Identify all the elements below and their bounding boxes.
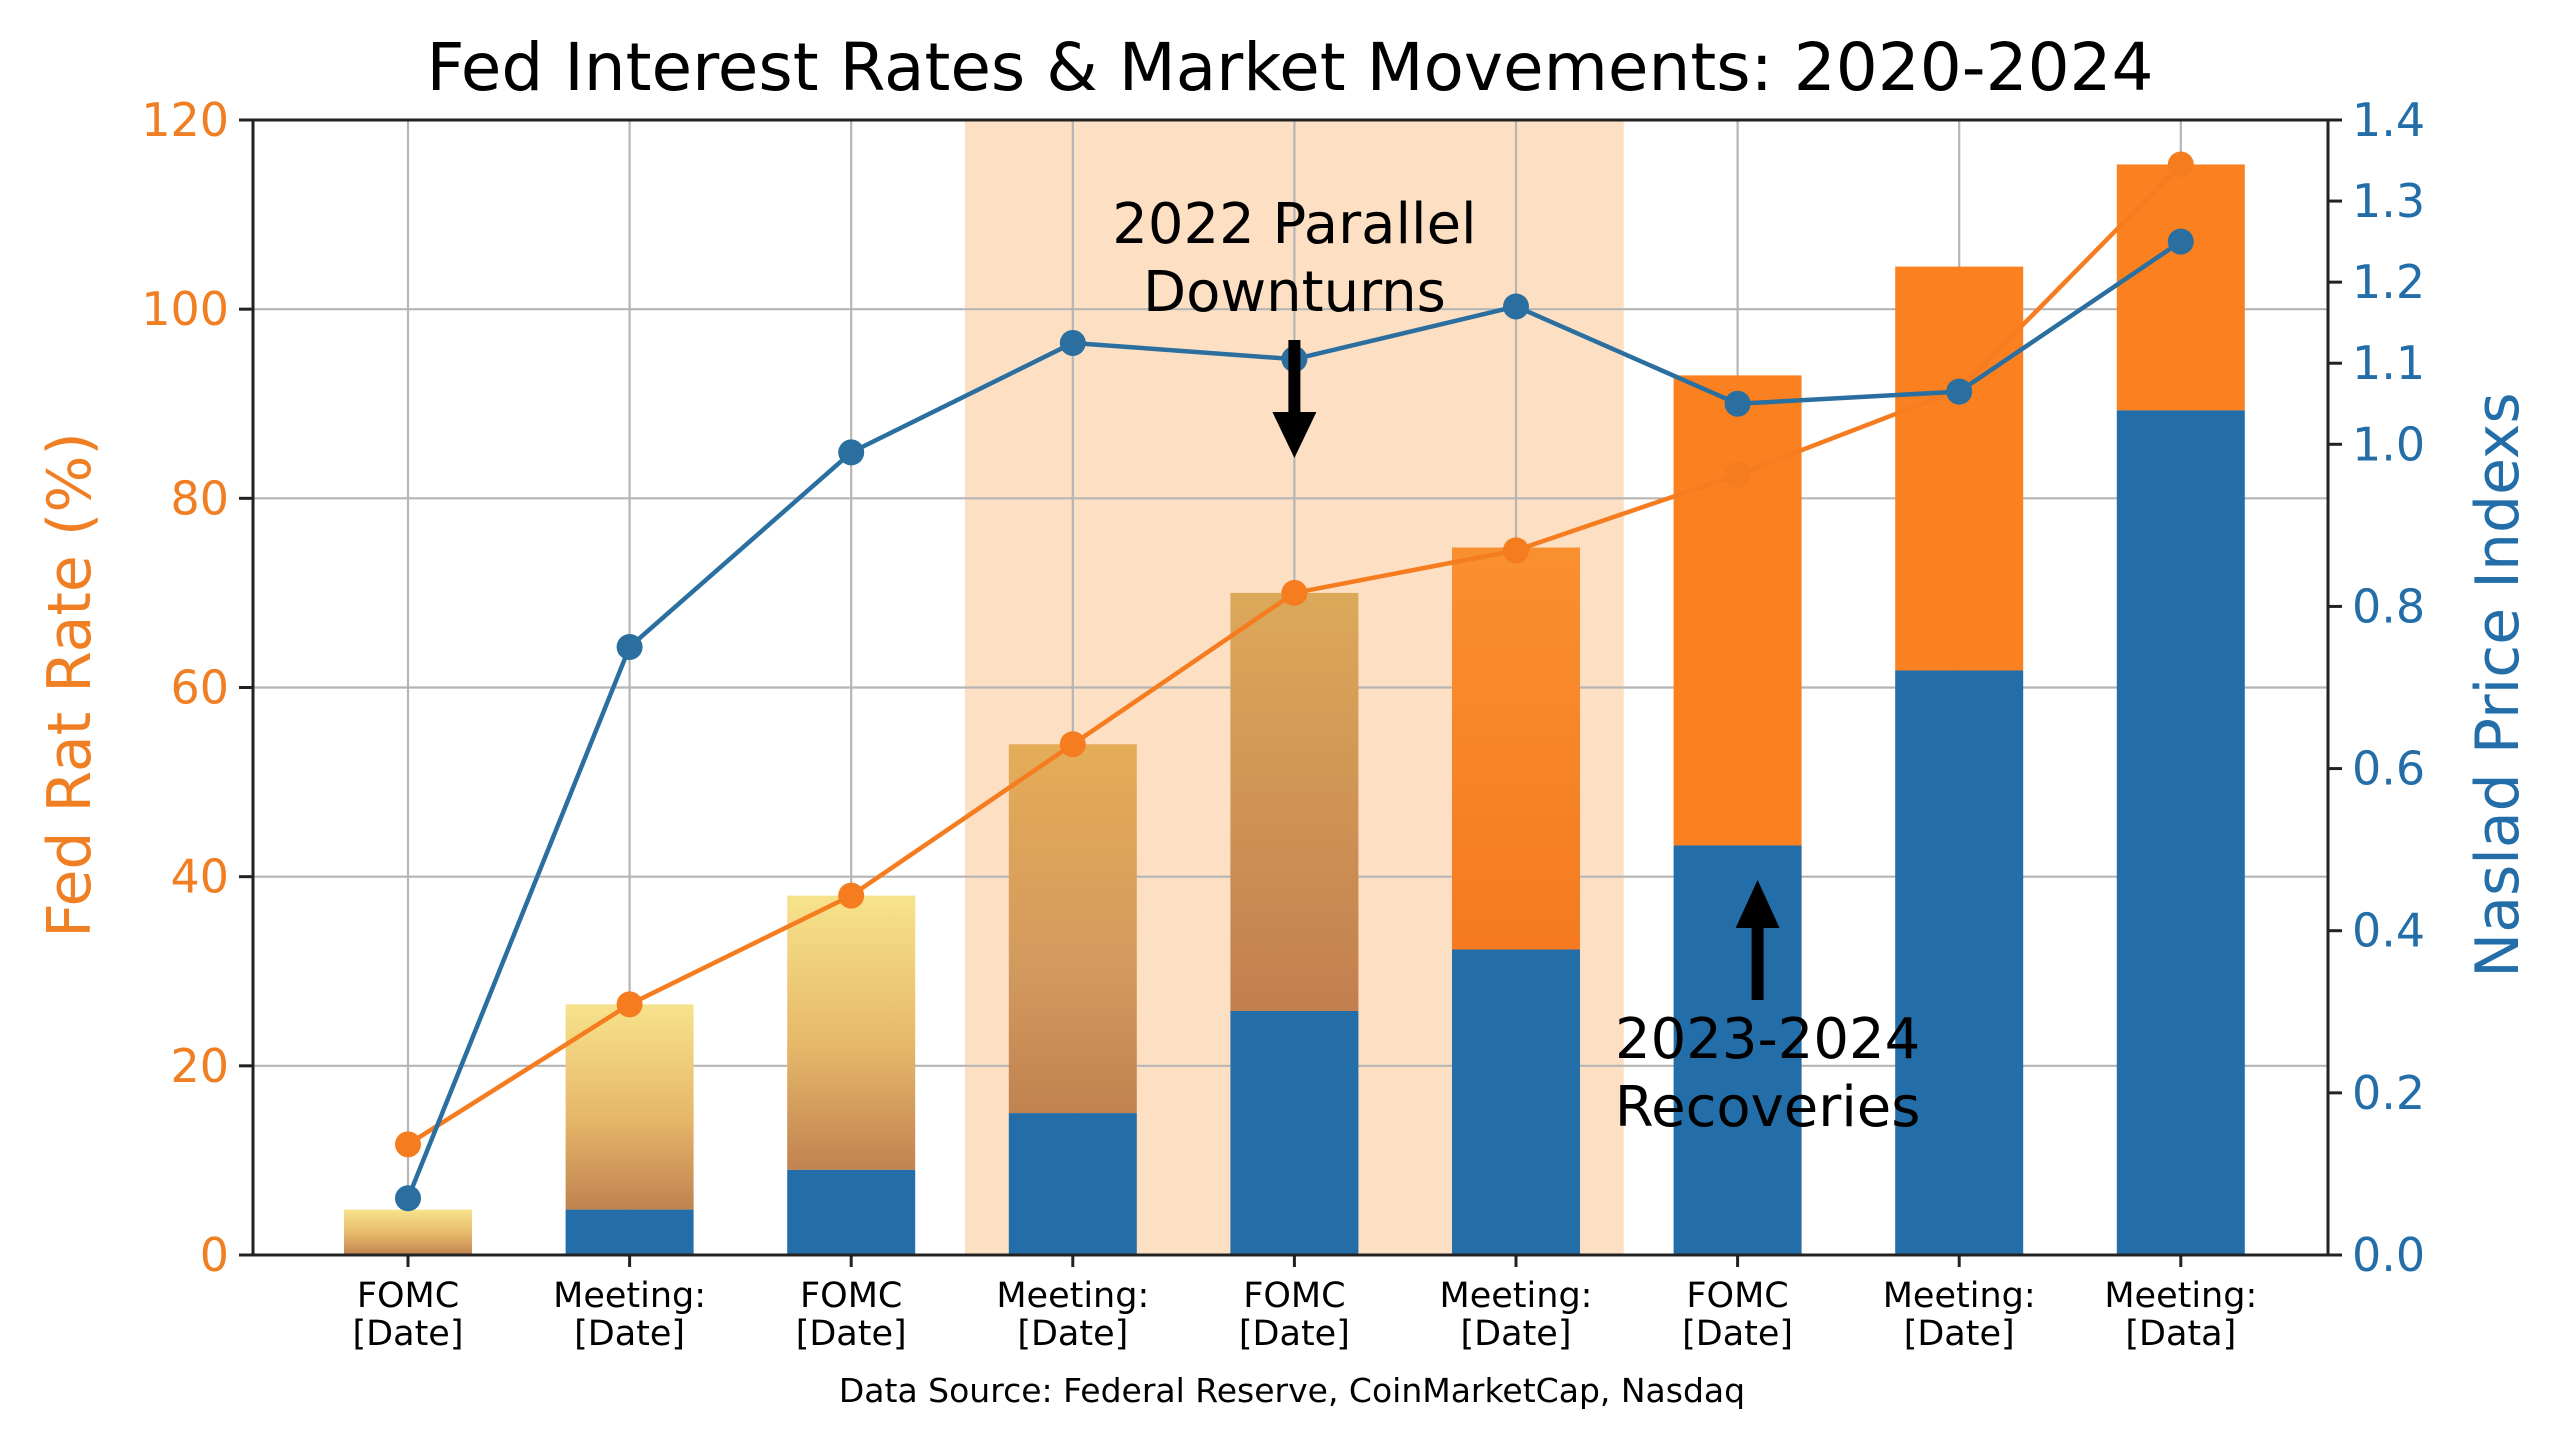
bar-base-segment [1452, 949, 1580, 1255]
nasdaq-index-point [838, 439, 865, 466]
x-tick-label: [Date] [353, 1314, 464, 1354]
fed-rate-point [1281, 579, 1308, 606]
left-tick-label: 100 [141, 282, 229, 336]
right-tick-label: 1.3 [2352, 174, 2425, 228]
x-tick-label: FOMC [800, 1276, 902, 1316]
data-source-note: Data Source: Federal Reserve, CoinMarket… [839, 1371, 1745, 1410]
annotation-text: 2022 Parallel [1112, 192, 1476, 257]
fed-rate-point [838, 882, 865, 909]
bar-top-segment [344, 1209, 472, 1255]
x-tick-label: Meeting: [1883, 1276, 2036, 1316]
bar-top-segment [565, 1004, 694, 1210]
nasdaq-index-point [1724, 390, 1751, 417]
bars-layer [344, 164, 2245, 1255]
bar-base-segment [787, 1169, 916, 1255]
x-tick-label: [Date] [1682, 1314, 1793, 1354]
bar-top-segment [2116, 164, 2245, 411]
left-tick-label: 40 [170, 850, 229, 904]
x-tick-label: [Date] [1017, 1314, 1128, 1354]
nasdaq-index-point [1946, 378, 1973, 405]
left-tick-label: 60 [170, 661, 229, 715]
x-tick-label: Meeting: [2104, 1276, 2257, 1316]
right-tick-label: 0.8 [2352, 579, 2425, 633]
right-tick-label: 0.0 [2352, 1228, 2425, 1282]
bar-base-segment [1230, 1010, 1359, 1255]
x-tick-label: FOMC [1686, 1276, 1788, 1316]
bar-top-segment [1673, 375, 1802, 846]
right-tick-label: 1.2 [2352, 255, 2425, 309]
annotation-text: Downturns [1143, 260, 1446, 325]
right-tick-label: 0.2 [2352, 1066, 2425, 1120]
fed-rate-point [2167, 151, 2194, 178]
right-tick-label: 1.0 [2352, 417, 2425, 471]
bar-base-segment [565, 1209, 694, 1255]
bar-top-segment [1895, 266, 2024, 671]
left-tick-label: 80 [170, 471, 229, 525]
nasdaq-index-point [1503, 293, 1529, 320]
x-tick-label: Meeting: [553, 1276, 706, 1316]
fed-rate-point [1724, 461, 1751, 488]
nasdaq-index-point [395, 1185, 421, 1212]
bar-top-segment [787, 895, 916, 1170]
bar-top-segment [1452, 547, 1580, 950]
x-tick-label: [Date] [796, 1314, 907, 1354]
fed-rate-point [1503, 537, 1529, 564]
bar-base-segment [1895, 670, 2024, 1255]
x-tick-label: Meeting: [1440, 1276, 1593, 1316]
left-tick-label: 120 [141, 93, 229, 147]
right-tick-label: 0.6 [2352, 742, 2425, 796]
nasdaq-index-point [616, 633, 643, 660]
axes-layer: 0 20 40 60 80 100 120 0.0 0.2 0.4 0.6 0.8 1.0 1.1 1.2 1… [141, 93, 2425, 1354]
bar-base-segment [1673, 845, 1802, 1255]
x-tick-label: Meeting: [996, 1276, 1149, 1316]
x-tick-label: FOMC [1243, 1276, 1345, 1316]
right-tick-label: 1.4 [2352, 93, 2425, 147]
annotation-text: Recoveries [1615, 1075, 1921, 1140]
x-tick-label: [Date] [1904, 1314, 2015, 1354]
x-tick-label: [Date] [1239, 1314, 1350, 1354]
x-tick-label: [Date] [574, 1314, 685, 1354]
left-tick-label: 20 [170, 1039, 229, 1093]
x-tick-label: [Date] [1461, 1314, 1572, 1354]
nasdaq-index-point [2167, 228, 2194, 255]
bar-top-segment [1230, 592, 1359, 1011]
right-tick-label: 1.1 [2352, 336, 2425, 390]
x-tick-label: [Data] [2125, 1314, 2236, 1354]
annotation-text: 2023-2024 [1615, 1007, 1920, 1072]
left-axis-label: Fed Rat Rate (%) [35, 432, 105, 938]
bar-base-segment [2116, 410, 2245, 1255]
bar-top-segment [1008, 744, 1137, 1114]
x-tick-label: FOMC [357, 1276, 459, 1316]
bar-base-segment [1008, 1113, 1137, 1255]
fed-rate-point [616, 991, 643, 1018]
right-axis-label: Naslad Price Indexs [2463, 392, 2533, 977]
annotation-arrow-head [1272, 412, 1317, 458]
fed-rate-point [395, 1131, 421, 1158]
fed-rate-point [1059, 731, 1086, 758]
nasdaq-index-point [1059, 329, 1086, 356]
chart-title: Fed Interest Rates & Market Movements: 2… [426, 29, 2153, 106]
annotation-arrow-head [1735, 880, 1780, 928]
right-tick-label: 0.4 [2352, 904, 2425, 958]
left-tick-label: 0 [200, 1228, 229, 1282]
